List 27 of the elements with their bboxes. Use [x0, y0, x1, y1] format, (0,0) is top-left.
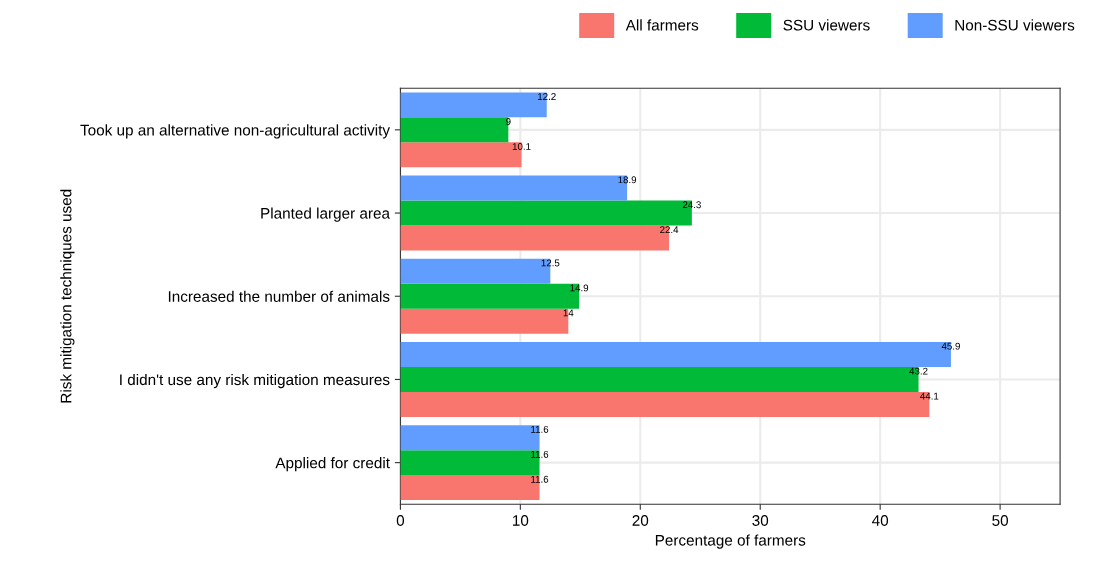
data-label: 22.4: [660, 226, 679, 234]
y-tick-label: I didn't use any risk mitigation measures: [120, 373, 390, 389]
data-label: 12.2: [538, 93, 556, 100]
y-tick-label: Applied for credit: [275, 457, 390, 472]
x-tick-label: 20: [632, 515, 649, 526]
data-label: 9: [506, 118, 511, 125]
y-tick-label: Took up an alternative non-agricultural activity: [80, 124, 390, 139]
legend-label: SSU viewers: [783, 19, 870, 31]
y-tick-label: Planted larger area: [261, 207, 390, 222]
legend-label: Non-SSU viewers: [955, 19, 1075, 31]
data-label: 18.9: [618, 176, 637, 184]
x-tick-label: 40: [872, 515, 889, 526]
y-axis-title: Risk mitigation techniques used: [60, 189, 75, 403]
x-tick-label: 30: [752, 515, 769, 526]
legend-label: All farmers: [625, 19, 699, 31]
y-tick-label: Increased the number of animals: [168, 290, 390, 302]
x-tick-label: 0: [396, 515, 405, 526]
data-label: 11.6: [531, 475, 549, 483]
x-tick-label: 50: [992, 515, 1009, 526]
data-label: 12.5: [541, 259, 560, 267]
x-axis-title: Percentage of farmers: [655, 534, 806, 549]
x-tick-label: 10: [513, 515, 529, 526]
data-label: 14: [563, 309, 574, 317]
bar: [400, 117, 509, 143]
data-label: 10.1: [512, 143, 531, 150]
data-label: 11.6: [531, 425, 549, 433]
data-label: 44.1: [920, 392, 939, 400]
